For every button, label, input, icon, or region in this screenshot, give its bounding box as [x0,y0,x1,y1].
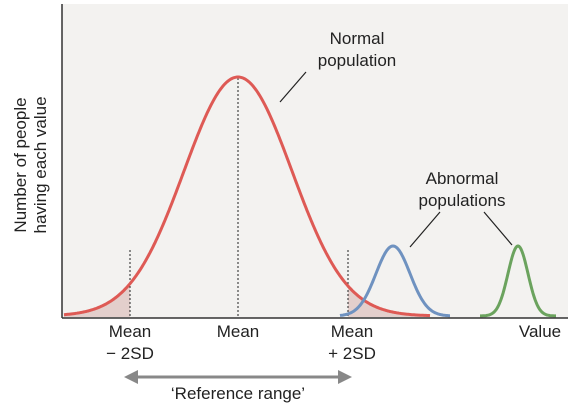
label: populations [419,191,506,210]
x-label: + 2SD [328,344,376,363]
arrow-head [124,370,138,384]
y-axis-label: having each value [31,96,50,233]
range-label: ‘Reference range’ [171,384,305,403]
label: Abnormal [426,169,499,188]
lower-tail [64,283,130,317]
pointer [483,211,513,246]
x-label: − 2SD [106,344,154,363]
arrow-head [338,370,352,384]
label: Normal [330,29,385,48]
label: population [318,51,396,70]
upper-tail [348,286,430,317]
x-label: Mean [217,322,260,341]
normal-curve [63,75,431,318]
y-axis-label: Number of people [11,97,30,232]
x-label: Mean [331,322,374,341]
x-label: Value [519,322,561,341]
plot-background [62,4,568,318]
x-label: Mean [109,322,152,341]
abnormal-curve [339,244,450,318]
pointer [409,211,441,248]
abnormal-curve [480,244,556,318]
pointer [279,71,307,103]
